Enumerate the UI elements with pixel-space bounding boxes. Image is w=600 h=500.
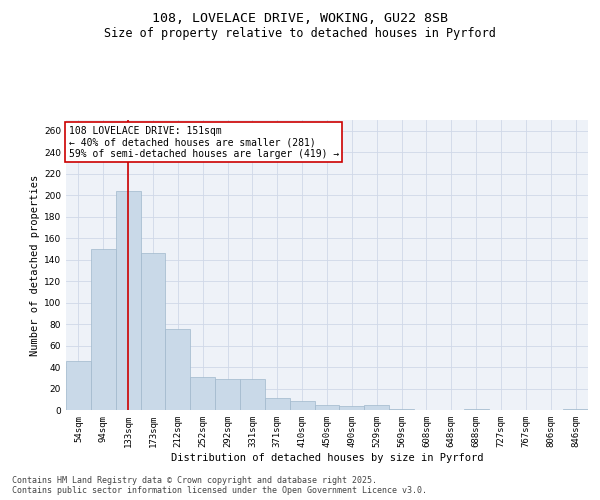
Text: Contains HM Land Registry data © Crown copyright and database right 2025.: Contains HM Land Registry data © Crown c… <box>12 476 377 485</box>
Bar <box>265 398 290 410</box>
Bar <box>563 409 588 410</box>
Bar <box>190 376 215 410</box>
X-axis label: Distribution of detached houses by size in Pyrford: Distribution of detached houses by size … <box>171 452 483 462</box>
Bar <box>140 253 166 410</box>
Bar <box>215 379 240 410</box>
Text: 108, LOVELACE DRIVE, WOKING, GU22 8SB: 108, LOVELACE DRIVE, WOKING, GU22 8SB <box>152 12 448 26</box>
Bar <box>240 379 265 410</box>
Bar <box>464 409 488 410</box>
Bar <box>364 404 389 410</box>
Bar <box>116 191 140 410</box>
Bar <box>166 330 190 410</box>
Text: Contains public sector information licensed under the Open Government Licence v3: Contains public sector information licen… <box>12 486 427 495</box>
Bar <box>389 409 414 410</box>
Text: Size of property relative to detached houses in Pyrford: Size of property relative to detached ho… <box>104 28 496 40</box>
Bar <box>290 402 314 410</box>
Bar <box>314 404 340 410</box>
Y-axis label: Number of detached properties: Number of detached properties <box>30 174 40 356</box>
Bar <box>340 406 364 410</box>
Bar <box>91 249 116 410</box>
Bar <box>66 360 91 410</box>
Text: 108 LOVELACE DRIVE: 151sqm
← 40% of detached houses are smaller (281)
59% of sem: 108 LOVELACE DRIVE: 151sqm ← 40% of deta… <box>68 126 339 159</box>
